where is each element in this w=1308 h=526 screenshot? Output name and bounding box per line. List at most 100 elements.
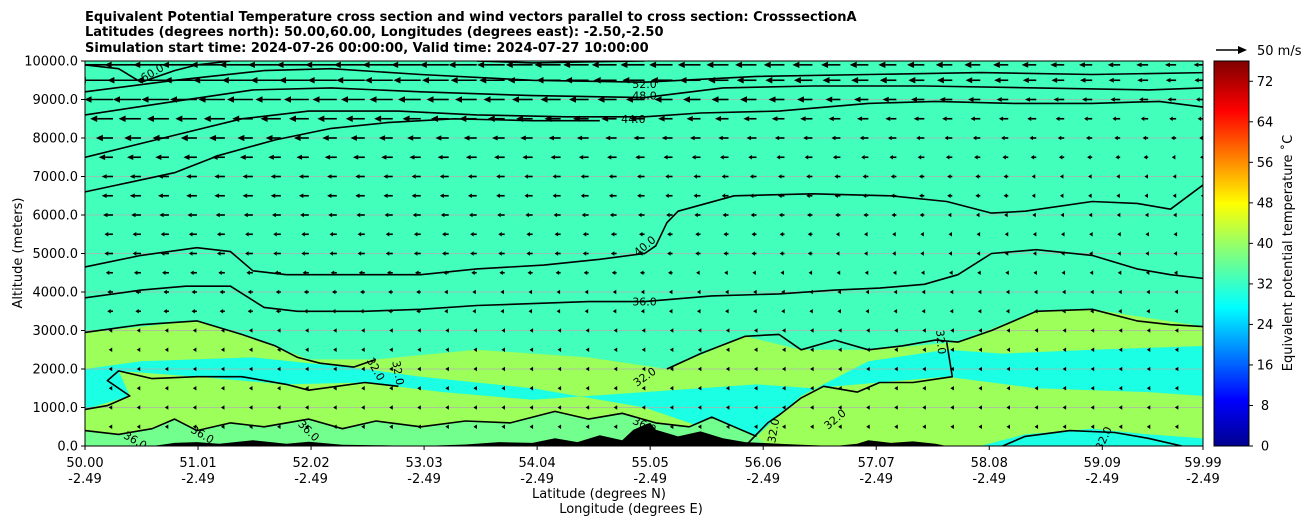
wind-arrow xyxy=(78,271,85,275)
colorbar-gradient xyxy=(1213,60,1250,447)
wind-arrow xyxy=(576,135,589,141)
wind-arrow xyxy=(220,386,225,391)
wind-arrow xyxy=(557,366,562,372)
wind-arrow xyxy=(721,174,729,179)
wind-arrow xyxy=(749,174,757,179)
wind-arrow xyxy=(1062,328,1067,333)
wind-arrow xyxy=(753,309,757,314)
wind-arrow xyxy=(723,251,729,256)
wind-arrow xyxy=(1173,232,1178,237)
wind-arrow xyxy=(620,61,645,69)
wind-arrow xyxy=(1145,251,1149,256)
wind-arrow xyxy=(186,174,197,179)
wind-arrow xyxy=(916,135,925,141)
contour-32-13 xyxy=(1002,429,1182,446)
wind-arrow xyxy=(412,212,421,218)
wind-arrow xyxy=(950,328,954,333)
wind-arrow xyxy=(333,347,337,352)
wind-arrow xyxy=(245,232,253,237)
wind-arrow xyxy=(792,61,813,69)
wind-arrow xyxy=(389,328,393,333)
wind-arrow xyxy=(361,347,365,352)
wind-arrow xyxy=(473,328,477,333)
wind-arrow xyxy=(695,232,701,237)
wind-arrow xyxy=(611,270,617,275)
wind-arrow xyxy=(146,115,169,122)
wind-arrow xyxy=(1200,194,1203,198)
wind-arrow xyxy=(1146,289,1150,295)
wind-arrow xyxy=(389,366,393,372)
x-tick-label-lon-5: -2.49 xyxy=(633,472,667,487)
x-tick-label-lon-8: -2.49 xyxy=(972,472,1006,487)
wind-arrow xyxy=(974,155,981,160)
wind-arrow xyxy=(754,405,758,410)
wind-arrow xyxy=(865,309,870,314)
wind-arrow xyxy=(298,193,309,198)
terrain-fill xyxy=(152,422,947,446)
wind-arrow xyxy=(854,96,869,103)
wind-arrow xyxy=(888,135,897,141)
wind-arrow xyxy=(947,212,952,218)
wind-arrow xyxy=(516,115,533,122)
wind-arrow xyxy=(968,97,981,102)
y-tick-label-8: 8000.0 xyxy=(33,132,79,147)
wind-arrow xyxy=(1174,309,1178,314)
wind-arrow xyxy=(907,61,925,69)
wind-arrow xyxy=(1145,270,1150,275)
wind-arrow xyxy=(978,424,982,429)
wind-arrow xyxy=(524,193,533,198)
x-tick-label-lat-6: 56.06 xyxy=(745,456,782,471)
wind-arrow xyxy=(312,96,337,103)
wind-arrow xyxy=(736,77,757,84)
wind-arrow xyxy=(1110,97,1121,102)
wind-arrow xyxy=(557,328,562,333)
wind-arrow xyxy=(809,309,813,314)
wind-arrow xyxy=(1005,270,1009,275)
wind-arrow xyxy=(288,115,309,122)
x-tick-label-lat-9: 59.09 xyxy=(1084,456,1121,471)
wind-arrow xyxy=(669,386,674,391)
wind-arrow xyxy=(183,154,197,160)
wind-arrow xyxy=(108,405,113,410)
wind-arrow xyxy=(101,193,113,199)
wind-arrow xyxy=(810,386,814,391)
wind-arrow xyxy=(866,386,870,391)
wind-arrow xyxy=(494,155,505,160)
contour-label-2: 48.0 xyxy=(632,90,657,103)
wind-arrow xyxy=(718,135,729,141)
wind-arrow xyxy=(894,328,898,333)
wind-arrow xyxy=(1167,97,1177,102)
wind-arrow xyxy=(913,116,925,121)
wind-arrow xyxy=(496,174,505,179)
wind-arrow xyxy=(164,328,169,333)
wind-arrow xyxy=(557,347,562,352)
wind-arrow xyxy=(658,115,673,122)
wind-arrow xyxy=(135,309,141,314)
wind-arrow xyxy=(124,134,141,142)
wind-arrow xyxy=(1118,347,1123,352)
wind-arrow xyxy=(950,366,954,372)
wind-arrow xyxy=(136,366,141,372)
wind-arrow xyxy=(778,193,785,198)
wind-arrow xyxy=(132,251,141,256)
chart-title-line-2: Latitudes (degrees north): 50.00,60.00, … xyxy=(85,25,664,40)
wind-arrow xyxy=(305,347,309,352)
wind-arrow xyxy=(345,115,365,122)
wind-arrow xyxy=(1140,116,1149,121)
wind-arrow xyxy=(663,155,673,160)
x-axis: 50.00-2.4951.01-2.4952.02-2.4953.03-2.49… xyxy=(66,446,1222,487)
wind-arrow xyxy=(585,347,590,352)
wind-arrow xyxy=(450,77,477,84)
wind-arrow xyxy=(477,61,505,69)
wind-arrow xyxy=(50,77,85,83)
wind-arrow xyxy=(439,174,449,179)
chart-title-line-1: Equivalent Potential Temperature cross s… xyxy=(85,10,857,25)
colorbar-tick-label-0: 0 xyxy=(1261,440,1269,455)
wind-arrow xyxy=(1033,270,1037,275)
wind-arrow xyxy=(585,328,590,333)
wind-arrow xyxy=(473,424,477,429)
x-tick-label-lat-1: 51.01 xyxy=(179,456,216,471)
wind-arrow xyxy=(520,135,533,141)
wind-arrow xyxy=(885,116,897,121)
wind-arrow xyxy=(978,366,982,372)
